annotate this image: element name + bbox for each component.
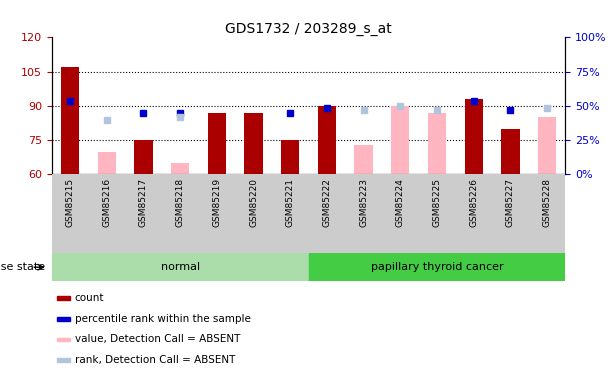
Text: disease state: disease state	[0, 262, 46, 272]
Bar	[57, 338, 70, 341]
Bar	[57, 296, 70, 300]
Bar	[208, 113, 226, 174]
Bar	[318, 106, 336, 174]
Bar	[465, 99, 483, 174]
Bar	[171, 163, 189, 174]
Bar	[391, 106, 409, 174]
Text: GSM85227: GSM85227	[506, 178, 515, 227]
Text: rank, Detection Call = ABSENT: rank, Detection Call = ABSENT	[75, 355, 235, 365]
Bar	[57, 358, 70, 362]
Bar	[428, 113, 446, 174]
Text: GSM85220: GSM85220	[249, 178, 258, 227]
Text: normal: normal	[161, 262, 199, 272]
Text: GSM85215: GSM85215	[66, 178, 75, 227]
Bar	[501, 129, 520, 174]
Bar	[281, 140, 299, 174]
Bar	[354, 145, 373, 174]
Text: GSM85221: GSM85221	[286, 178, 295, 227]
Bar	[52, 253, 308, 281]
Text: GSM85225: GSM85225	[432, 178, 441, 227]
Text: GSM85218: GSM85218	[176, 178, 185, 227]
Text: GSM85222: GSM85222	[322, 178, 331, 227]
Bar	[57, 317, 70, 321]
Text: GSM85219: GSM85219	[212, 178, 221, 227]
Bar	[97, 152, 116, 174]
Text: count: count	[75, 293, 105, 303]
Bar	[244, 113, 263, 174]
Text: GSM85228: GSM85228	[542, 178, 551, 227]
Title: GDS1732 / 203289_s_at: GDS1732 / 203289_s_at	[225, 22, 392, 36]
Bar	[134, 140, 153, 174]
Bar	[61, 67, 79, 174]
Bar	[308, 253, 565, 281]
Text: GSM85216: GSM85216	[102, 178, 111, 227]
Text: GSM85217: GSM85217	[139, 178, 148, 227]
Text: GSM85226: GSM85226	[469, 178, 478, 227]
Text: papillary thyroid cancer: papillary thyroid cancer	[371, 262, 503, 272]
Text: GSM85223: GSM85223	[359, 178, 368, 227]
Bar	[538, 117, 556, 174]
Text: GSM85224: GSM85224	[396, 178, 405, 227]
Text: value, Detection Call = ABSENT: value, Detection Call = ABSENT	[75, 334, 240, 344]
Text: percentile rank within the sample: percentile rank within the sample	[75, 314, 250, 324]
